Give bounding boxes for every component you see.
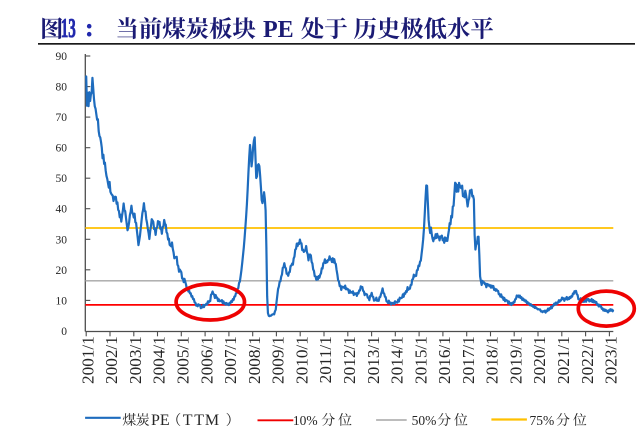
svg-text:2012/1: 2012/1 [340,336,359,384]
svg-text:T: T [194,412,204,429]
svg-text:2004/1: 2004/1 [150,336,169,384]
svg-text:2019/1: 2019/1 [506,336,525,384]
svg-text:2013/1: 2013/1 [364,336,383,384]
svg-text:10: 10 [56,295,68,307]
svg-text:2021/1: 2021/1 [554,336,573,384]
svg-text:20: 20 [56,265,68,277]
svg-text:PE: PE [263,17,294,43]
svg-text:2023/1: 2023/1 [602,336,621,384]
svg-text:30: 30 [56,234,68,246]
svg-text:2015/1: 2015/1 [411,336,430,384]
svg-text:PE: PE [151,412,170,429]
svg-text:2007/1: 2007/1 [221,336,240,384]
svg-text:2018/1: 2018/1 [483,336,502,384]
svg-text:80: 80 [56,82,68,94]
svg-text:2003/1: 2003/1 [126,336,145,384]
svg-text:M: M [205,412,219,429]
svg-text:40: 40 [56,204,68,216]
svg-text:2009/1: 2009/1 [269,336,288,384]
svg-text:2001/1: 2001/1 [78,336,97,384]
svg-text:70: 70 [56,112,68,124]
svg-text:90: 90 [56,51,68,63]
svg-text:2005/1: 2005/1 [174,336,193,384]
svg-text:2014/1: 2014/1 [388,336,407,384]
svg-text:T: T [183,412,193,429]
svg-text:75%: 75% [530,413,555,428]
svg-text:2020/1: 2020/1 [530,336,549,384]
svg-text:10%: 10% [293,413,318,428]
svg-text:2010/1: 2010/1 [292,336,311,384]
svg-text:0: 0 [61,326,67,338]
svg-text:2006/1: 2006/1 [197,336,216,384]
svg-text:2016/1: 2016/1 [435,336,454,384]
svg-text:2008/1: 2008/1 [245,336,264,384]
svg-text:50%: 50% [412,413,437,428]
svg-text:2002/1: 2002/1 [102,336,121,384]
svg-text:2011/1: 2011/1 [316,336,335,383]
svg-text:60: 60 [56,143,68,155]
svg-text:13: 13 [61,12,76,43]
svg-text:2022/1: 2022/1 [578,336,597,384]
svg-text:50: 50 [56,173,68,185]
svg-text:2017/1: 2017/1 [459,336,478,384]
